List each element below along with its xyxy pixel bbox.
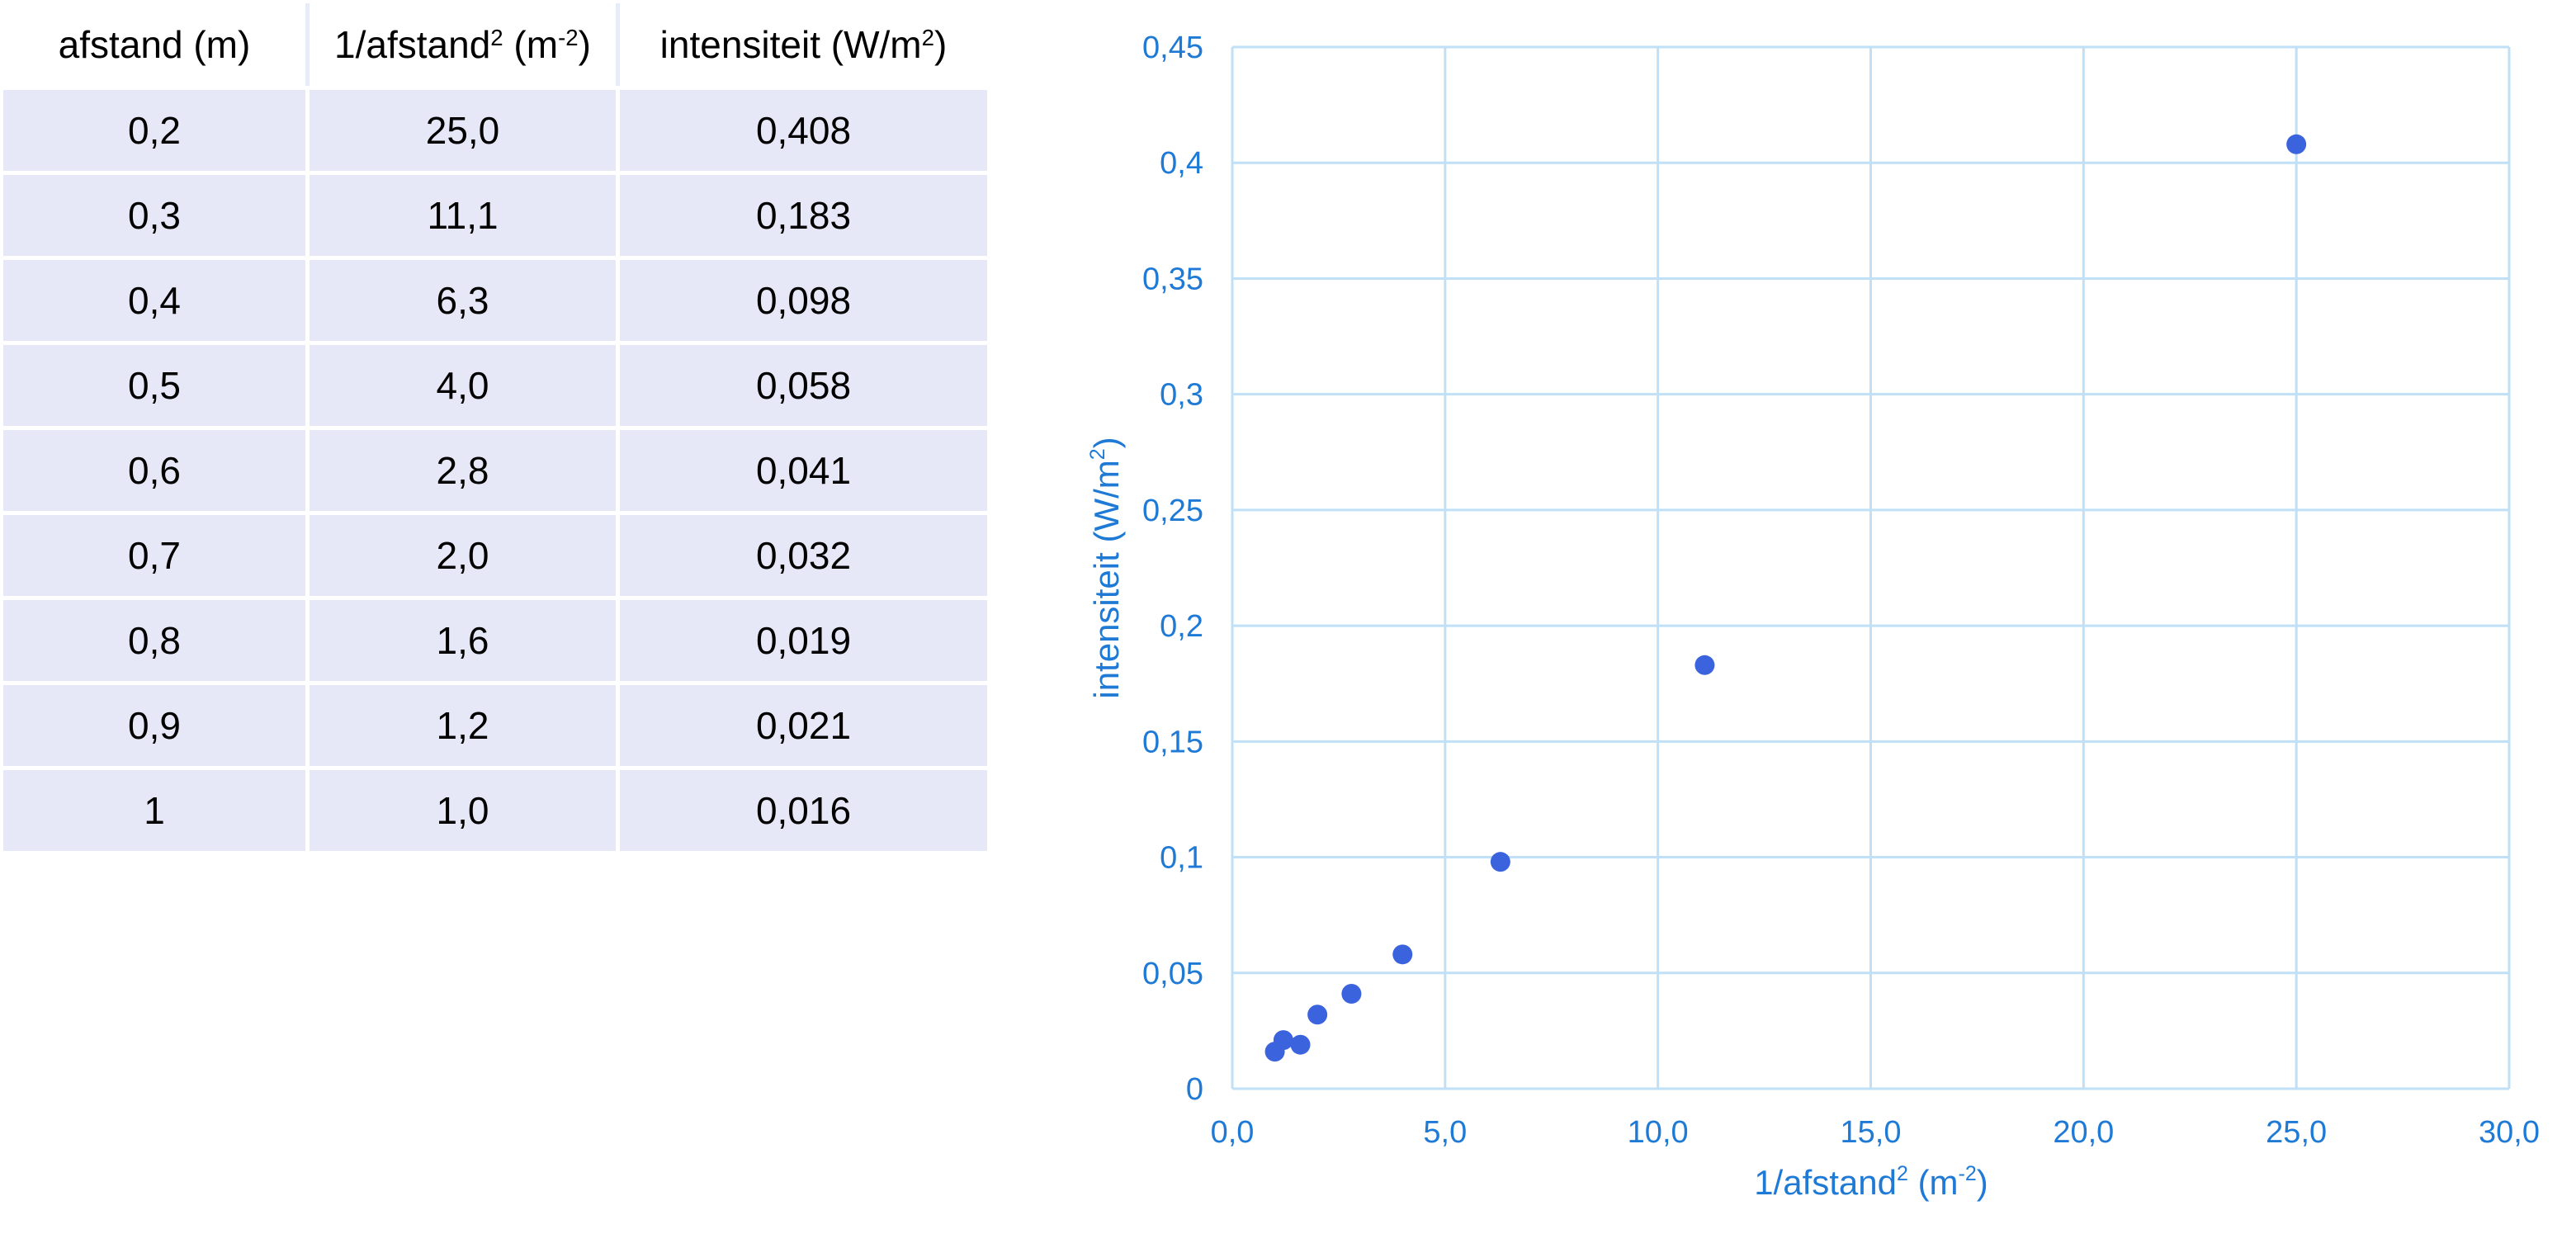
cell-afstand: 0,4: [3, 256, 310, 341]
x-axis-title: 1/afstand2 (m-2): [1754, 1162, 1988, 1202]
cell-afstand: 1: [3, 766, 310, 851]
cell-intensiteit: 0,032: [620, 511, 987, 596]
y-tick-label: 0,3: [1160, 378, 1203, 413]
data-point: [1490, 852, 1510, 872]
header-afstand: afstand (m): [3, 3, 310, 86]
cell-inverse-square: 1,2: [310, 681, 620, 766]
cell-inverse-square: 11,1: [310, 171, 620, 256]
table-row: 0,3 11,1 0,183: [3, 171, 987, 256]
table-row: 0,8 1,6 0,019: [3, 596, 987, 681]
x-tick-label: 10,0: [1628, 1115, 1689, 1150]
y-tick-label: 0,25: [1142, 494, 1203, 528]
cell-afstand: 0,7: [3, 511, 310, 596]
cell-afstand: 0,3: [3, 171, 310, 256]
x-tick-label: 5,0: [1423, 1115, 1467, 1150]
x-tick-label: 0,0: [1211, 1115, 1255, 1150]
cell-afstand: 0,6: [3, 426, 310, 511]
x-tick-labels: 0,0 5,0 10,0 15,0 20,0 25,0 30,0: [1211, 1115, 2540, 1150]
data-point: [1264, 1042, 1285, 1062]
cell-intensiteit: 0,019: [620, 596, 987, 681]
y-tick-label: 0,4: [1160, 146, 1203, 181]
header-intensiteit: intensiteit (W/m2): [620, 3, 987, 86]
y-tick-label: 0,45: [1142, 31, 1203, 65]
cell-inverse-square: 2,0: [310, 511, 620, 596]
cell-intensiteit: 0,098: [620, 256, 987, 341]
cell-inverse-square: 1,6: [310, 596, 620, 681]
data-point: [1392, 944, 1413, 965]
data-point: [2286, 134, 2307, 154]
table-row: 0,6 2,8 0,041: [3, 426, 987, 511]
cell-afstand: 0,9: [3, 681, 310, 766]
x-tick-label: 25,0: [2266, 1115, 2327, 1150]
cell-inverse-square: 1,0: [310, 766, 620, 851]
data-point: [1290, 1034, 1311, 1055]
y-tick-label: 0,15: [1142, 725, 1203, 759]
chart-grid: [1231, 45, 2511, 1090]
cell-inverse-square: 25,0: [310, 86, 620, 171]
x-tick-label: 20,0: [2053, 1115, 2114, 1150]
x-tick-label: 15,0: [1841, 1115, 1902, 1150]
data-table: afstand (m) 1/afstand2 (m-2) intensiteit…: [3, 3, 987, 851]
y-tick-label: 0: [1186, 1072, 1203, 1107]
y-axis-title: intensiteit (W/m2): [1086, 437, 1126, 698]
y-tick-labels: 0 0,05 0,1 0,15 0,2 0,25 0,3 0,35 0,4 0,45: [1142, 31, 1203, 1107]
data-point: [1307, 1005, 1328, 1025]
table-row: 0,2 25,0 0,408: [3, 86, 987, 171]
table-header-row: afstand (m) 1/afstand2 (m-2) intensiteit…: [3, 3, 987, 86]
y-tick-label: 0,2: [1160, 609, 1203, 644]
table-row: 1 1,0 0,016: [3, 766, 987, 851]
cell-intensiteit: 0,183: [620, 171, 987, 256]
cell-afstand: 0,8: [3, 596, 310, 681]
cell-afstand: 0,2: [3, 86, 310, 171]
cell-intensiteit: 0,058: [620, 341, 987, 426]
y-tick-label: 0,35: [1142, 262, 1203, 296]
data-point: [1694, 655, 1715, 675]
data-points: [1264, 134, 2307, 1062]
table-row: 0,7 2,0 0,032: [3, 511, 987, 596]
cell-intensiteit: 0,016: [620, 766, 987, 851]
table-body: 0,2 25,0 0,408 0,3 11,1 0,183 0,4 6,3 0,098 0,5 4,…: [3, 86, 987, 851]
cell-inverse-square: 6,3: [310, 256, 620, 341]
y-tick-label: 0,05: [1142, 957, 1203, 991]
table-row: 0,9 1,2 0,021: [3, 681, 987, 766]
cell-intensiteit: 0,021: [620, 681, 987, 766]
table-row: 0,5 4,0 0,058: [3, 341, 987, 426]
cell-intensiteit: 0,041: [620, 426, 987, 511]
table-row: 0,4 6,3 0,098: [3, 256, 987, 341]
cell-inverse-square: 4,0: [310, 341, 620, 426]
x-tick-label: 30,0: [2479, 1115, 2540, 1150]
cell-inverse-square: 2,8: [310, 426, 620, 511]
cell-afstand: 0,5: [3, 341, 310, 426]
data-point: [1341, 984, 1362, 1005]
y-tick-label: 0,1: [1160, 841, 1203, 876]
cell-intensiteit: 0,408: [620, 86, 987, 171]
header-inverse-square: 1/afstand2 (m-2): [310, 3, 620, 86]
